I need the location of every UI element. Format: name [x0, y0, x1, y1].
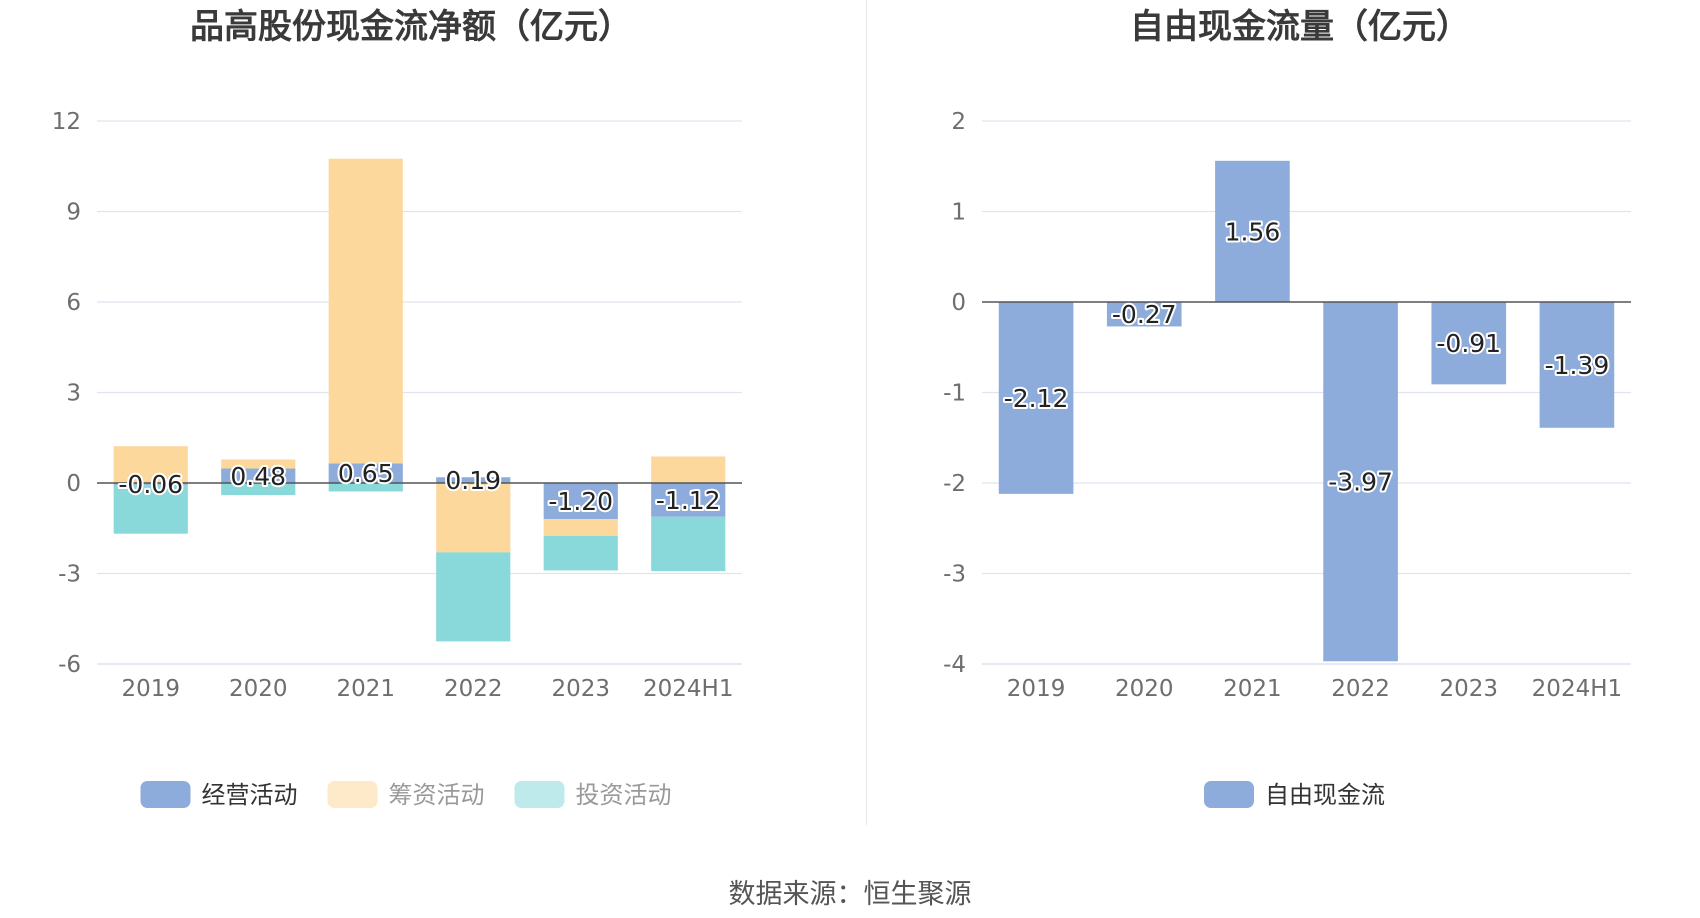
y-tick-label: -2	[943, 471, 966, 497]
bar-free_cash_flow	[1539, 302, 1615, 428]
data-label: -2.12	[1004, 384, 1069, 413]
legend-label-financing: 筹资活动	[389, 781, 485, 809]
data-label: 1.56	[1225, 217, 1281, 246]
x-tick-label: 2021	[336, 676, 395, 702]
x-tick-label: 2023	[1439, 676, 1498, 702]
bar-financing	[113, 446, 188, 483]
y-tick-label: 6	[66, 290, 81, 316]
legend-label-operating: 经营活动	[202, 781, 298, 809]
y-tick-label: -6	[58, 652, 81, 678]
bar-investing	[543, 535, 618, 571]
legend-label-investing: 投资活动	[576, 781, 672, 809]
data-source: 数据来源：恒生聚源	[728, 879, 972, 910]
bar-operating	[221, 468, 296, 483]
y-tick-label: 0	[951, 290, 966, 316]
y-tick-label: -3	[58, 562, 81, 588]
legend-swatch-investing	[514, 781, 565, 808]
bar-free_cash_flow	[1215, 160, 1290, 302]
free-cash-flow-chart: 自由现金流量（亿元） 2 1 0 -1 -2 -3 -4 2019 2020 2021 2022 202…	[943, 7, 1631, 809]
x-tick-label: 2020	[1115, 676, 1174, 702]
chart-title: 品高股份现金流净额（亿元）	[190, 7, 632, 47]
bar-financing	[221, 459, 296, 469]
legend-swatch-financing	[327, 781, 378, 808]
y-tick-label: 0	[66, 471, 81, 497]
bar-free_cash_flow	[998, 302, 1074, 494]
legend-swatch-free_cash_flow	[1204, 781, 1254, 808]
data-label: -1.12	[656, 486, 721, 515]
legend-swatch-operating	[140, 781, 191, 808]
x-tick-label: 2023	[551, 676, 610, 702]
bar-investing	[651, 516, 726, 572]
data-label: -3.97	[1328, 468, 1393, 497]
bar-operating	[113, 483, 188, 485]
bar-financing	[651, 456, 726, 483]
bar-investing	[113, 484, 188, 534]
bar-operating	[436, 477, 511, 483]
bar-financing	[436, 483, 511, 553]
data-label: 0.65	[338, 459, 394, 488]
y-tick-label: 3	[66, 381, 81, 407]
data-label: -0.27	[1112, 300, 1177, 329]
bar-financing	[543, 519, 618, 536]
bar-operating	[328, 463, 403, 483]
x-tick-label: 2021	[1223, 676, 1282, 702]
data-label: -1.20	[548, 487, 613, 516]
y-tick-label: -4	[943, 652, 966, 678]
bar-operating	[651, 483, 726, 517]
legend-label-free_cash_flow: 自由现金流	[1265, 781, 1385, 809]
x-tick-label: 2019	[1007, 676, 1066, 702]
chart-divider	[866, 0, 867, 825]
x-tick-label: 2024H1	[1532, 676, 1622, 702]
x-tick-label: 2020	[229, 676, 288, 702]
data-label: 0.19	[445, 466, 501, 495]
bar-financing	[328, 158, 403, 464]
bar-free_cash_flow	[1431, 302, 1507, 385]
y-tick-label: -1	[943, 381, 966, 407]
data-label: -0.06	[118, 470, 183, 499]
x-tick-label: 2019	[121, 676, 180, 702]
y-tick-label: 2	[951, 109, 966, 135]
y-tick-label: 9	[66, 200, 81, 226]
chart-title: 自由现金流量（亿元）	[1130, 7, 1470, 47]
y-tick-label: 1	[951, 200, 966, 226]
bar-free_cash_flow	[1323, 302, 1398, 662]
x-tick-label: 2022	[444, 676, 503, 702]
y-tick-label: 12	[52, 109, 81, 135]
data-label: -1.39	[1545, 351, 1610, 380]
y-tick-label: -3	[943, 562, 966, 588]
bar-operating	[543, 483, 618, 520]
bar-investing	[221, 483, 296, 496]
data-label: 0.48	[230, 462, 286, 491]
bar-investing	[328, 483, 403, 492]
data-label: -0.91	[1436, 329, 1501, 358]
x-tick-label: 2022	[1331, 676, 1390, 702]
bar-investing	[436, 552, 511, 642]
cash-flow-net-chart: 品高股份现金流净额（亿元） 12 9 6 3 0 -3 -6 2019 2020 2021 2022 2…	[52, 7, 742, 809]
x-tick-label: 2024H1	[643, 676, 733, 702]
bar-free_cash_flow	[1106, 302, 1182, 327]
